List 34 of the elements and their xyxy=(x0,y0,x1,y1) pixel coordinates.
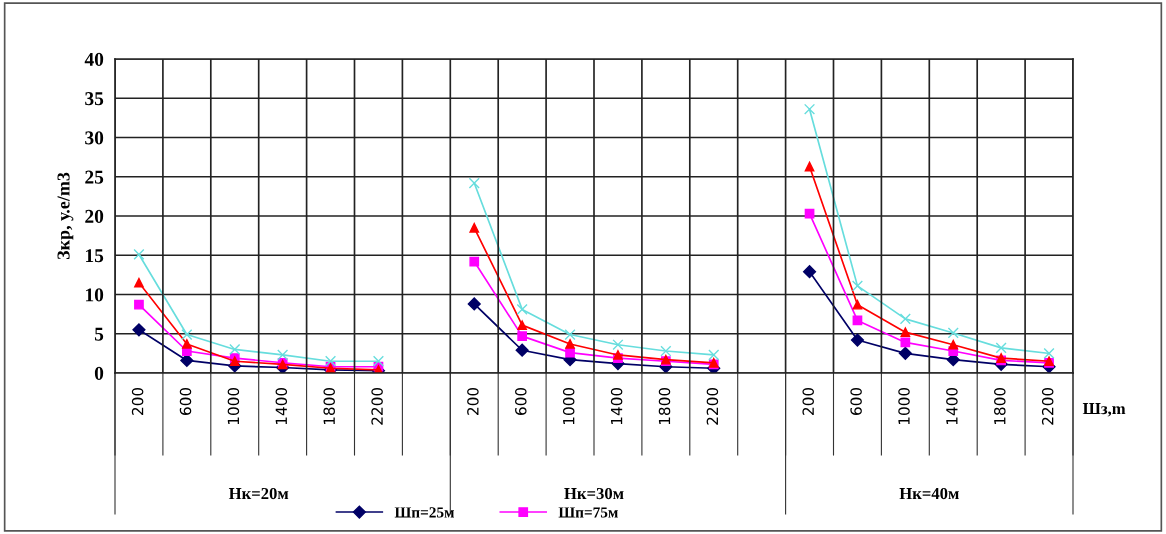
x-tick-label: 600 xyxy=(850,387,862,415)
text: Нк=40м xyxy=(899,487,959,500)
legend-label: Шп=75м xyxy=(558,507,618,518)
y-tick-label: 40 xyxy=(84,52,104,66)
text: Нк=20м xyxy=(228,487,289,500)
x-tick-label: 600 xyxy=(515,387,527,415)
x-axis-title: Шз,m xyxy=(1082,403,1126,417)
x-tick-label: 200 xyxy=(802,387,814,415)
x-tick-label: 1800 xyxy=(994,387,1006,425)
legend-label: Шп=25м xyxy=(394,507,454,518)
x-tick-label: 1400 xyxy=(946,387,958,425)
x-tick-label: 1000 xyxy=(562,387,575,425)
x-tick-label: 200 xyxy=(467,387,479,415)
x-tick-label: 1400 xyxy=(275,387,288,425)
y-tick-label: 25 xyxy=(85,170,104,184)
x-tick-label: 1800 xyxy=(323,387,335,425)
x-tick-label: 2200 xyxy=(371,387,383,425)
x-tick-label: 2200 xyxy=(1041,387,1054,425)
y-tick-label: 15 xyxy=(86,249,104,263)
x-tick-label: 1000 xyxy=(227,387,240,425)
x-tick-label: 1000 xyxy=(898,387,910,425)
x-tick-label: 2200 xyxy=(706,387,719,425)
text: Нк=30м xyxy=(564,487,624,500)
x-tick-label: 200 xyxy=(131,387,144,415)
y-tick-label: 20 xyxy=(85,209,104,223)
y-tick-label: 5 xyxy=(94,327,104,341)
x-tick-label: 1400 xyxy=(610,387,623,425)
y-axis-title: Зкр, у.е/m3 xyxy=(57,172,74,260)
x-tick-label: 1800 xyxy=(658,387,671,425)
y-tick-label: 10 xyxy=(86,288,104,302)
y-tick-label: 30 xyxy=(85,131,104,145)
y-tick-label: 0 xyxy=(94,366,104,380)
y-tick-label: 35 xyxy=(85,92,104,106)
x-tick-label: 600 xyxy=(179,387,192,415)
